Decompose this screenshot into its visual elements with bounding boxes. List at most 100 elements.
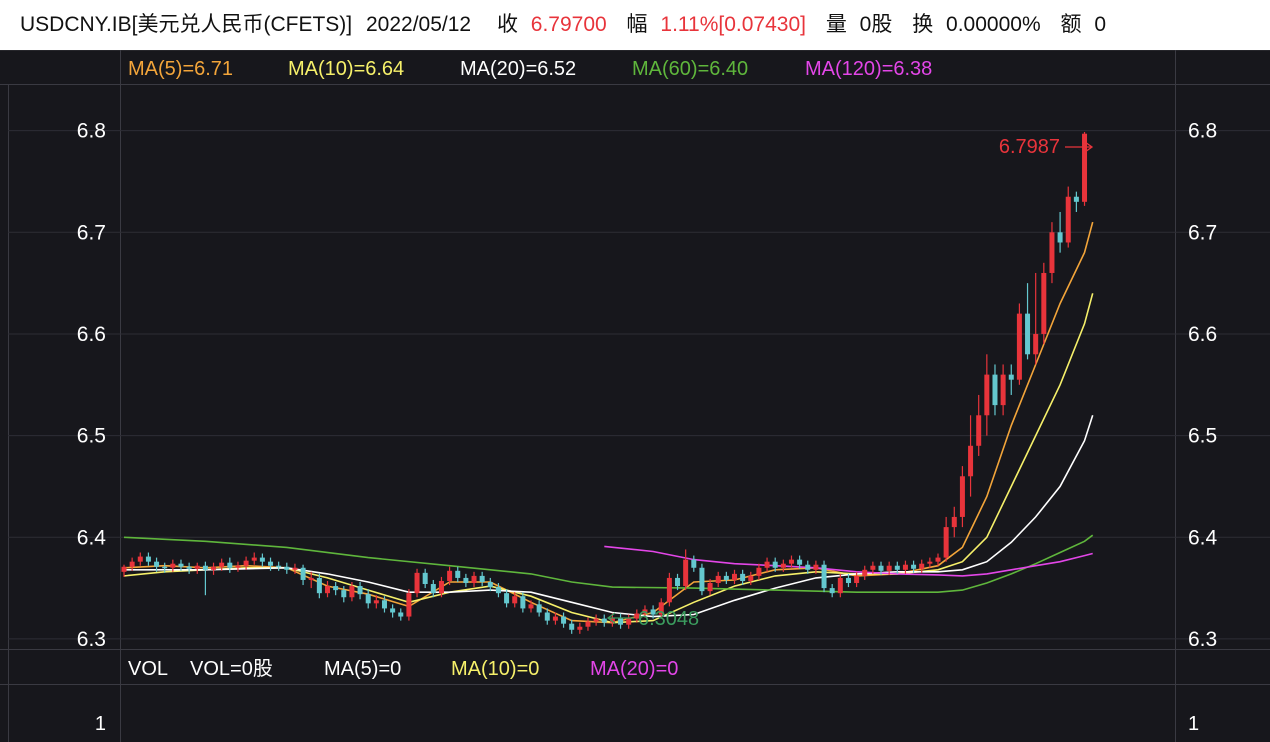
candle-body [1041, 272, 1047, 334]
candle [984, 354, 990, 436]
candle-body [845, 577, 851, 584]
candle [1041, 262, 1047, 345]
candle [902, 560, 908, 574]
candle-body [764, 561, 770, 568]
candle-body [911, 564, 917, 569]
candle-body [968, 445, 974, 477]
candle-body [333, 586, 339, 591]
candle [1033, 272, 1039, 365]
candle-body [137, 556, 143, 562]
candle-body [259, 557, 265, 562]
candle-body [308, 577, 314, 580]
candle-body [626, 618, 632, 625]
candle [268, 557, 274, 571]
candle-body [601, 618, 607, 623]
candle-body [504, 593, 510, 604]
candle [1025, 283, 1031, 360]
candle [162, 562, 168, 573]
candle-body [1065, 196, 1071, 243]
candle-body [129, 561, 135, 567]
volume-label: 量 [825, 13, 847, 36]
candle [829, 584, 835, 598]
candle [772, 557, 778, 572]
candle-body [878, 565, 884, 571]
candle [666, 572, 672, 607]
y-tick-left: 6.6 [77, 323, 106, 346]
candle-body [707, 583, 713, 592]
candle-body [618, 617, 624, 625]
candle-body [1073, 196, 1079, 202]
candle-body [357, 586, 363, 595]
y-tick-left: 6.8 [77, 120, 106, 143]
candle-body [675, 577, 681, 587]
close-label: 收 [496, 13, 518, 36]
candle [276, 561, 282, 571]
candle [878, 561, 884, 575]
candle [495, 583, 501, 598]
candle-body [699, 567, 705, 592]
candle [862, 565, 868, 580]
candle [1008, 364, 1014, 395]
candle-body [585, 621, 591, 627]
candle-body [902, 564, 908, 570]
candle-body [919, 563, 925, 569]
candle-body [471, 575, 477, 584]
candle-body [349, 586, 355, 598]
candle [487, 577, 493, 592]
candle-body [479, 575, 485, 582]
candle [479, 571, 485, 587]
amount-label: 额 [1060, 13, 1082, 36]
candle-body [406, 593, 412, 617]
candle-body [276, 565, 282, 568]
candle-body [235, 565, 241, 568]
candle [642, 605, 648, 618]
candle [552, 612, 558, 625]
candle-body [365, 594, 371, 604]
low-price-label: 6.3048 [638, 608, 699, 630]
candle [341, 586, 347, 603]
candle [788, 555, 794, 568]
vol-ma10: MA(10)=0 [451, 658, 539, 680]
candle [919, 559, 925, 573]
candle [251, 552, 257, 565]
candle [284, 562, 290, 574]
candle [471, 571, 477, 588]
candle [886, 561, 892, 575]
candle [1082, 131, 1088, 206]
candle [137, 552, 143, 566]
candle [1000, 364, 1006, 416]
candle [601, 614, 607, 627]
candle [211, 562, 217, 575]
candle-body [268, 561, 274, 566]
candle [740, 569, 746, 586]
candle-body [251, 557, 257, 561]
quote-header-bar: USDCNY.IB[美元兑人民币(CFETS)] 2022/05/12 收 6.… [0, 0, 1270, 50]
candle [308, 571, 314, 589]
candle-body [227, 562, 233, 568]
candle [219, 558, 225, 571]
candle-body [748, 575, 754, 581]
candle [609, 613, 615, 627]
candle [935, 553, 941, 566]
y-tick-right: 6.4 [1188, 526, 1218, 549]
candle-body [715, 575, 721, 584]
candle-body [609, 617, 615, 623]
candle [821, 560, 827, 593]
candle-body [455, 570, 461, 578]
candle [194, 562, 200, 574]
candle-body [1057, 232, 1063, 243]
candle [992, 364, 998, 416]
candle-body [577, 626, 583, 630]
candle-body [373, 600, 379, 604]
candle [373, 595, 379, 609]
candle [699, 563, 705, 596]
candle-body [976, 415, 982, 446]
candle-body [520, 596, 526, 609]
candle [406, 589, 412, 621]
candle [976, 394, 982, 456]
candlestick-chart: MA(5)=6.71 MA(10)=6.64 MA(20)=6.52 MA(60… [0, 50, 1270, 742]
ma-legend: MA(5)=6.71 MA(10)=6.64 MA(20)=6.52 MA(60… [128, 58, 932, 80]
candle [528, 600, 534, 613]
candle-body [1008, 374, 1014, 380]
candle-body [772, 561, 778, 568]
